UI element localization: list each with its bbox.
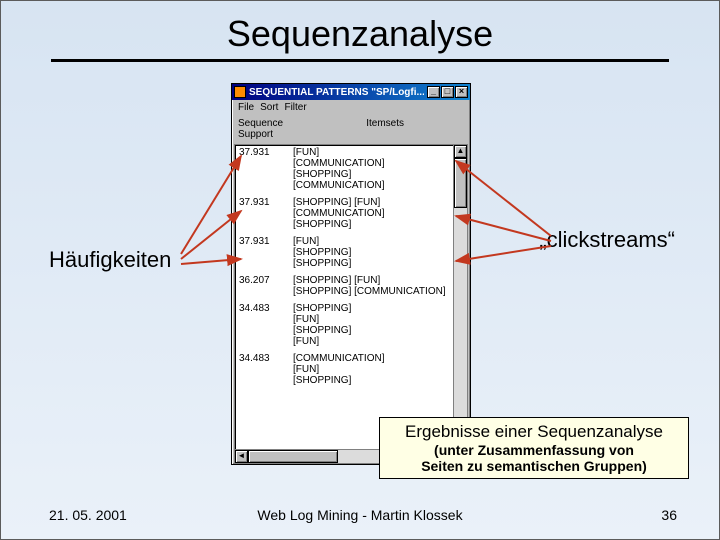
- list-row[interactable]: 34.483[SHOPPING][FUN][SHOPPING][FUN]: [239, 303, 463, 347]
- scroll-left-button[interactable]: ◄: [235, 450, 248, 463]
- vscroll-thumb[interactable]: [454, 158, 467, 208]
- footer-center: Web Log Mining - Martin Klossek: [1, 507, 719, 523]
- annotation-clickstreams: „clickstreams“: [539, 227, 675, 253]
- itemset-line: [FUN]: [293, 147, 384, 158]
- itemset-line: [COMMUNICATION]: [293, 180, 384, 191]
- hdr-sequence: Sequence: [238, 118, 283, 129]
- itemset-line: [SHOPPING]: [293, 375, 384, 386]
- itemset-line: [COMMUNICATION]: [293, 353, 384, 364]
- row-itemsets: [SHOPPING] [FUN][COMMUNICATION][SHOPPING…: [293, 197, 384, 230]
- itemset-line: [COMMUNICATION]: [293, 208, 384, 219]
- app-icon: [234, 86, 246, 98]
- callout-line2: (unter Zusammenfassung von: [386, 442, 682, 458]
- itemset-line: [SHOPPING]: [293, 247, 351, 258]
- list-row[interactable]: 37.931[FUN][COMMUNICATION][SHOPPING][COM…: [239, 147, 463, 191]
- itemset-line: [SHOPPING]: [293, 169, 384, 180]
- page-title: Sequenzanalyse: [51, 13, 669, 62]
- itemset-line: [SHOPPING] [FUN]: [293, 197, 384, 208]
- callout-box: Ergebnisse einer Sequenzanalyse (unter Z…: [379, 417, 689, 479]
- itemset-line: [SHOPPING]: [293, 325, 351, 336]
- row-itemsets: [FUN][SHOPPING][SHOPPING]: [293, 236, 351, 269]
- vertical-scrollbar[interactable]: ▲ ▼: [453, 145, 467, 449]
- minimize-button[interactable]: _: [427, 86, 440, 98]
- itemset-line: [SHOPPING] [FUN]: [293, 275, 446, 286]
- row-frequency: 37.931: [239, 147, 283, 191]
- itemset-line: [SHOPPING] [COMMUNICATION]: [293, 286, 446, 297]
- list-row[interactable]: 37.931 [SHOPPING] [FUN][COMMUNICATION][SH…: [239, 197, 463, 230]
- itemset-line: [COMMUNICATION]: [293, 158, 384, 169]
- row-frequency: 34.483: [239, 303, 283, 347]
- app-window: SEQUENTIAL PATTERNS "SP/Logfi... _ □ × F…: [231, 83, 471, 465]
- row-frequency: 34.483: [239, 353, 283, 386]
- row-frequency: 37.931: [239, 197, 283, 230]
- scroll-up-button[interactable]: ▲: [454, 145, 467, 158]
- window-title: SEQUENTIAL PATTERNS "SP/Logfi...: [249, 87, 424, 98]
- row-frequency: 37.931: [239, 236, 283, 269]
- row-itemsets: [FUN][COMMUNICATION][SHOPPING][COMMUNICA…: [293, 147, 384, 191]
- list-header: Sequence Support Itemsets: [232, 116, 470, 142]
- menu-filter[interactable]: Filter: [284, 102, 306, 114]
- close-button[interactable]: ×: [455, 86, 468, 98]
- hdr-itemsets: Itemsets: [366, 118, 404, 140]
- maximize-button[interactable]: □: [441, 86, 454, 98]
- callout-line1: Ergebnisse einer Sequenzanalyse: [386, 422, 682, 442]
- itemset-line: [SHOPPING]: [293, 258, 351, 269]
- itemset-line: [SHOPPING]: [293, 303, 351, 314]
- itemset-line: [FUN]: [293, 364, 384, 375]
- row-frequency: 36.207: [239, 275, 283, 297]
- list-row[interactable]: 37.931[FUN][SHOPPING][SHOPPING]: [239, 236, 463, 269]
- menu-file[interactable]: File: [238, 102, 254, 114]
- row-itemsets: [SHOPPING] [FUN][SHOPPING] [COMMUNICATIO…: [293, 275, 446, 297]
- hscroll-thumb[interactable]: [248, 450, 338, 463]
- itemset-line: [FUN]: [293, 336, 351, 347]
- list-row[interactable]: 36.207 [SHOPPING] [FUN][SHOPPING] [COMMUN…: [239, 275, 463, 297]
- footer-pagenum: 36: [661, 507, 677, 523]
- menubar: File Sort Filter: [232, 100, 470, 116]
- row-itemsets: [SHOPPING][FUN][SHOPPING][FUN]: [293, 303, 351, 347]
- slide-root: Sequenzanalyse SEQUENTIAL PATTERNS "SP/L…: [0, 0, 720, 540]
- titlebar[interactable]: SEQUENTIAL PATTERNS "SP/Logfi... _ □ ×: [232, 84, 470, 100]
- annotation-frequencies: Häufigkeiten: [49, 247, 171, 273]
- callout-line3: Seiten zu semantischen Gruppen): [386, 458, 682, 474]
- list-row[interactable]: 34.483 [COMMUNICATION][FUN][SHOPPING]: [239, 353, 463, 386]
- hdr-support: Support: [238, 129, 283, 140]
- list-area: 37.931[FUN][COMMUNICATION][SHOPPING][COM…: [234, 144, 468, 464]
- itemset-line: [FUN]: [293, 314, 351, 325]
- itemset-line: [FUN]: [293, 236, 351, 247]
- vscroll-track[interactable]: [454, 158, 467, 436]
- menu-sort[interactable]: Sort: [260, 102, 278, 114]
- itemset-line: [SHOPPING]: [293, 219, 384, 230]
- row-itemsets: [COMMUNICATION][FUN][SHOPPING]: [293, 353, 384, 386]
